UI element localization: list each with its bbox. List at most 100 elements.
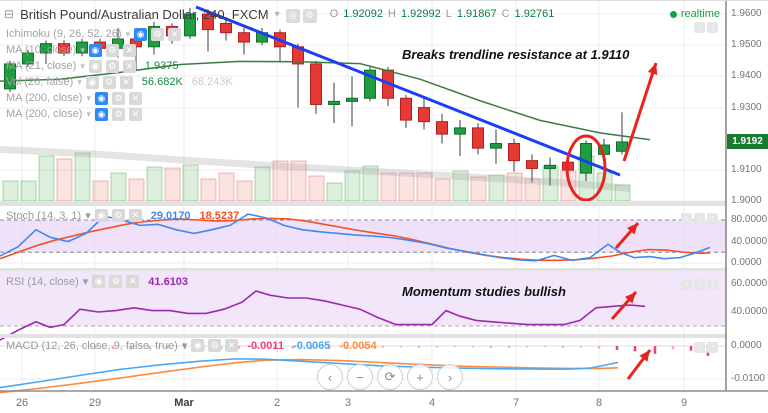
indicator-value: 1.9375 (144, 60, 179, 72)
visibility-eye-icon[interactable]: ◉ (94, 107, 108, 121)
scale-arrow-icon[interactable]: ↑ (707, 22, 718, 33)
close-icon[interactable]: ✕ (128, 209, 142, 222)
collapse-panel-icon[interactable]: ⊟ (4, 7, 15, 22)
visibility-eye-icon[interactable]: ◉ (85, 75, 99, 89)
candle-body (364, 69, 376, 99)
visibility-eye-icon[interactable]: ◉ (88, 43, 102, 57)
chevron-down-icon[interactable]: ▾ (86, 92, 91, 103)
chevron-down-icon[interactable]: ▾ (86, 108, 91, 119)
indicator-label[interactable]: Ichimoku (9, 26, 52, 26) (6, 28, 122, 40)
indicator-legend: Ichimoku (9, 26, 52, 26) ▾ ◉ ⚙ ✕ MA (10, clos… (6, 26, 233, 122)
chevron-down-icon[interactable]: ▾ (82, 276, 89, 288)
settings-gear-icon[interactable]: ⚙ (111, 209, 125, 222)
settings-gear-icon[interactable]: ⚙ (105, 59, 119, 73)
panel-separator[interactable] (0, 334, 726, 338)
chevron-down-icon[interactable]: ▾ (77, 76, 82, 87)
volume-bar (200, 178, 217, 202)
trendline[interactable] (195, 5, 621, 177)
candle-body (418, 107, 430, 123)
annotation-breakout-text[interactable]: Breaks trendline resistance at 1.9110 (402, 47, 630, 62)
scale-arrow-icon[interactable]: ↑ (681, 213, 692, 224)
volume-bar (2, 180, 19, 202)
candle-body (40, 43, 52, 54)
panel-separator[interactable] (0, 201, 726, 206)
settings-gear-icon[interactable]: ⚙ (151, 27, 165, 41)
settings-gear-icon[interactable]: ⚙ (111, 91, 125, 105)
symbol-title[interactable]: British Pound/Australian Dollar, 240, FX… (20, 6, 269, 22)
volume-bar (380, 172, 397, 202)
axis-price-label: 1.9000 (731, 195, 762, 206)
close-icon[interactable]: ✕ (225, 339, 239, 352)
breakout-ellipse[interactable] (565, 134, 607, 202)
visibility-eye-icon[interactable]: ◉ (92, 275, 106, 288)
stoch-label[interactable]: Stoch (14, 3, 1) (6, 209, 82, 222)
indicator-row: Ichimoku (9, 26, 52, 26) ▾ ◉ ⚙ ✕ (6, 26, 233, 42)
chevron-down-icon[interactable]: ▾ (80, 44, 85, 55)
scale-arrow-icon[interactable]: ↕ (707, 213, 718, 224)
axis-time-label: 9 (680, 397, 688, 409)
scale-arrow-icon[interactable]: ↑ (707, 342, 718, 353)
close-icon[interactable]: ✕ (122, 59, 136, 73)
macd-value: -0.0011 (247, 339, 285, 352)
visibility-eye-icon[interactable]: ◉ (191, 339, 205, 352)
settings-gear-icon[interactable]: ⚙ (102, 75, 116, 89)
settings-gear-icon[interactable]: ⚙ (111, 107, 125, 121)
scale-arrow-icon[interactable]: ↓ (694, 342, 705, 353)
candle-body (310, 63, 322, 105)
close-icon[interactable]: ✕ (126, 275, 140, 288)
close-icon[interactable]: ✕ (128, 91, 142, 105)
visibility-eye-icon[interactable]: ◉ (94, 91, 108, 105)
scale-arrow-icon[interactable]: ↓ (694, 22, 705, 33)
visibility-eye-icon[interactable]: ◉ (134, 27, 148, 41)
visibility-eye-icon[interactable]: ◉ (88, 59, 102, 73)
scroll-left-button[interactable]: ‹ (317, 364, 343, 390)
chevron-down-icon[interactable]: ▾ (274, 8, 280, 20)
indicator-label[interactable]: MA (200, close) (6, 92, 83, 104)
settings-gear-icon[interactable]: ⚙ (109, 275, 123, 288)
indicator-label[interactable]: MA (200, close) (6, 108, 83, 120)
axis-price-label: 1.9400 (731, 70, 762, 81)
settings-gear-icon[interactable]: ⚙ (208, 339, 222, 352)
main-scale-buttons: ↓ ↑ (694, 22, 718, 33)
annotation-momentum-text[interactable]: Momentum studies bullish (402, 284, 566, 299)
close-icon[interactable]: ✕ (122, 43, 136, 57)
candle-body (238, 32, 250, 43)
zoom-in-button[interactable]: + (407, 364, 433, 390)
rsi-label[interactable]: RSI (14, close) (6, 275, 79, 288)
arrow-head (647, 63, 658, 76)
macd-label[interactable]: MACD (12, 26, close, 9, false, true) (6, 339, 178, 352)
close-icon[interactable]: ✕ (128, 107, 142, 121)
close-icon[interactable]: ✕ (119, 75, 133, 89)
axis-time-label: 3 (344, 397, 352, 409)
chevron-down-icon[interactable]: ▾ (181, 340, 188, 352)
scroll-right-button[interactable]: › (437, 364, 463, 390)
volume-bar (398, 172, 415, 202)
candle-body (4, 63, 16, 90)
scale-arrow-icon[interactable]: ↓ (694, 279, 705, 290)
settings-gear-icon[interactable]: ⚙ (302, 8, 317, 23)
arrow-line[interactable] (622, 62, 658, 162)
indicator-label[interactable]: MA (10, close) (6, 44, 77, 56)
candle-body (490, 142, 502, 149)
axis-price-label: 1.9100 (731, 164, 762, 175)
chevron-down-icon[interactable]: ▾ (85, 210, 91, 222)
indicator-label[interactable]: MA (21, close) (6, 60, 77, 72)
settings-gear-icon[interactable]: ⚙ (105, 43, 119, 57)
candle-body (400, 97, 412, 121)
visibility-eye-icon[interactable]: ◉ (94, 209, 108, 222)
volume-bar (20, 180, 37, 202)
reset-chart-button[interactable]: ⟳ (377, 364, 403, 390)
zoom-out-button[interactable]: − (347, 364, 373, 390)
panel-separator[interactable] (0, 268, 726, 271)
chevron-down-icon[interactable]: ▾ (125, 28, 131, 39)
scale-arrow-icon[interactable]: ↕ (707, 279, 718, 290)
arrow-head (624, 292, 636, 304)
scale-arrow-icon[interactable]: ↑ (681, 279, 692, 290)
close-icon[interactable]: ✕ (168, 27, 182, 41)
indicator-label[interactable]: Vol (20, false) (6, 76, 74, 88)
compare-icon[interactable]: ◎ (285, 8, 300, 23)
chevron-down-icon[interactable]: ▾ (80, 60, 85, 71)
scale-arrow-icon[interactable]: ↓ (694, 213, 705, 224)
ohlc-readout: O 1.92092 H 1.92992 L 1.91867 C 1.92761 (330, 8, 555, 20)
